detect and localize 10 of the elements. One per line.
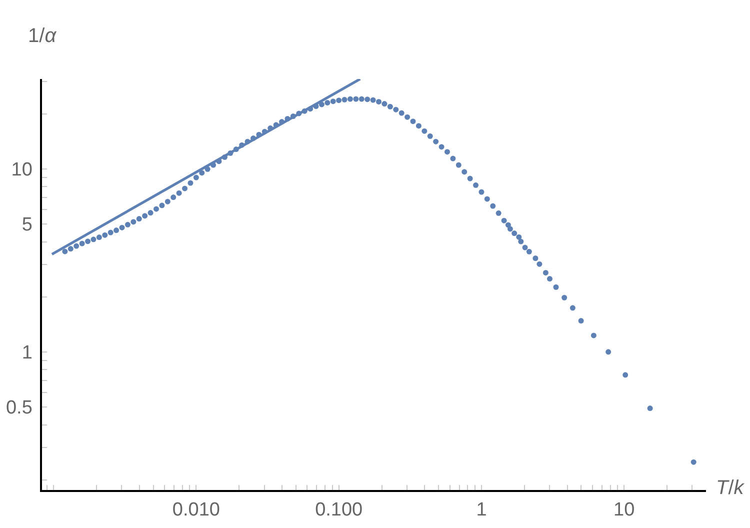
x-tick-label: 0.100 [315, 500, 363, 521]
y-tick-label: 1 [22, 342, 32, 364]
y-axis-title: 1/α [28, 25, 57, 47]
x-tick-label: 10 [614, 500, 635, 521]
x-tick-label: 0.010 [172, 500, 220, 521]
x-tick-label: 1 [476, 500, 487, 521]
y-tick-label: 5 [22, 214, 32, 236]
y-tick-label: 10 [11, 160, 32, 181]
y-tick-label: 0.5 [6, 398, 32, 419]
x-axis-title: T/k [716, 477, 745, 499]
